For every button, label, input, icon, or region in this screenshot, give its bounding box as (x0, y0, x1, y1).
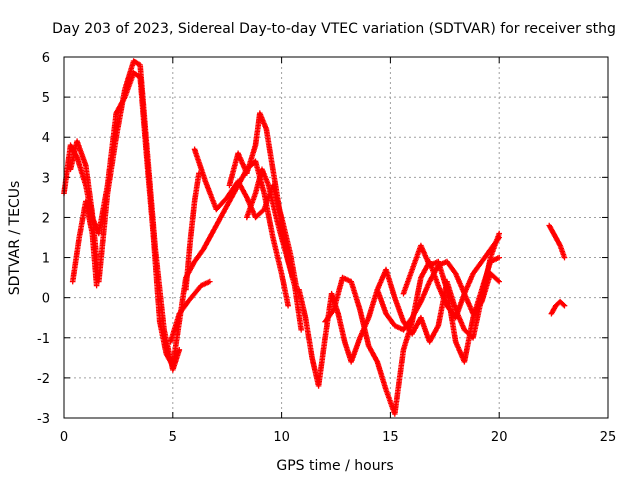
y-tick-label: 0 (42, 292, 50, 307)
x-tick-label: 10 (273, 430, 290, 445)
y-tick-label: -1 (37, 332, 50, 347)
sat-track-5 (183, 170, 202, 293)
x-tick-label: 5 (169, 430, 177, 445)
sat-track-14-markers (548, 298, 568, 317)
data-series (61, 58, 568, 417)
y-tick-label: -3 (37, 412, 50, 427)
sat-track-9 (296, 230, 502, 389)
y-tick-label: 4 (42, 131, 50, 146)
sat-track-13 (546, 222, 568, 261)
plot-frame (63, 56, 609, 419)
sat-track-14 (548, 298, 568, 317)
y-tick-label: 2 (42, 211, 50, 226)
y-tick-label: -2 (37, 372, 50, 387)
sat-track-12-markers (400, 242, 502, 365)
x-tick-label: 15 (382, 430, 399, 445)
x-tick-label: 25 (600, 430, 617, 445)
y-tick-label: 6 (42, 51, 50, 66)
sat-track-10 (322, 234, 502, 417)
y-tick-label: 1 (42, 252, 50, 267)
sat-track-12 (400, 242, 502, 365)
y-tick-label: 5 (42, 91, 50, 106)
x-axis-title: GPS time / hours (276, 458, 393, 474)
sat-track-9-markers (296, 230, 502, 389)
sat-track-3-markers (69, 198, 100, 289)
x-tick-label: 0 (60, 430, 68, 445)
sat-track-8-markers (244, 166, 304, 333)
sat-track-10-markers (322, 234, 502, 417)
sat-track-5-markers (183, 170, 202, 293)
sat-track-2-markers (67, 58, 183, 373)
y-tick-label: 3 (42, 171, 50, 186)
axis-ticks: 0 5 10 15 20 25 -3 -2 -1 0 1 2 3 4 5 6 (37, 51, 616, 445)
sat-track-4-markers (167, 278, 213, 345)
sat-track-4 (167, 278, 213, 345)
x-tick-label: 20 (491, 430, 508, 445)
sat-track-13-markers (546, 222, 568, 261)
chart-title: Day 203 of 2023, Sidereal Day-to-day VTE… (52, 21, 616, 37)
sat-track-8 (244, 166, 304, 333)
sat-track-3 (69, 198, 100, 289)
y-axis-title: SDTVAR / TECUs (7, 181, 23, 296)
sat-track-2 (67, 58, 183, 373)
